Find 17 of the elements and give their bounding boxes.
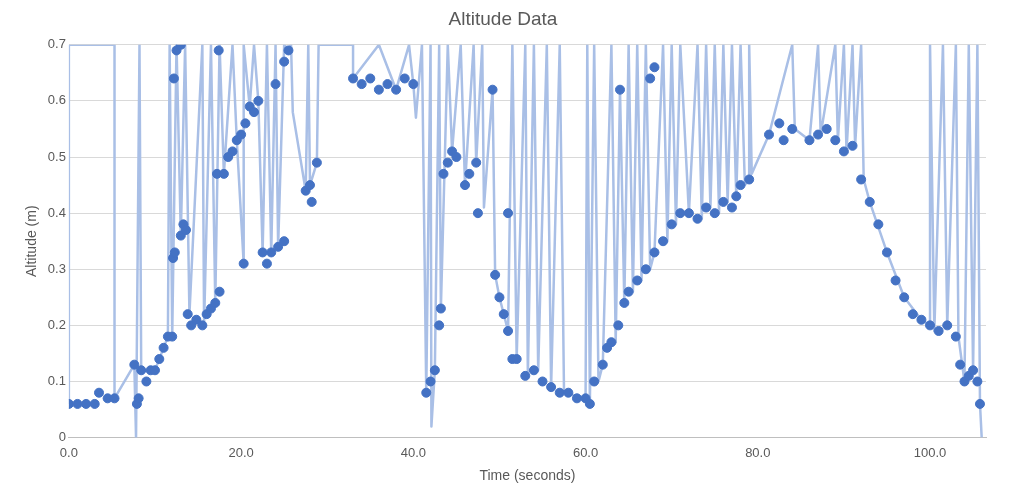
y-tick-label: 0 [58, 429, 66, 445]
x-axis-title: Time (seconds) [479, 467, 576, 484]
x-tick-label: 40.0 [400, 444, 426, 460]
y-tick-label: 0.7 [47, 36, 66, 52]
y-tick-label: 0.1 [47, 373, 66, 389]
y-tick-label: 0.6 [47, 92, 66, 108]
y-tick-label: 0.3 [47, 260, 66, 276]
x-tick-label: 80.0 [745, 444, 771, 460]
x-tick-label: 0.0 [59, 444, 78, 460]
y-tick-label: 0.2 [47, 316, 66, 332]
chart-title: Altitude Data [448, 7, 558, 29]
y-axis-title: Altitude (m) [23, 205, 40, 277]
y-tick-label: 0.4 [47, 204, 66, 220]
x-tick-label: 20.0 [228, 444, 254, 460]
y-tick-label: 0.5 [47, 148, 66, 164]
x-tick-label: 60.0 [572, 444, 599, 460]
x-tick-label: 100.0 [913, 444, 947, 460]
